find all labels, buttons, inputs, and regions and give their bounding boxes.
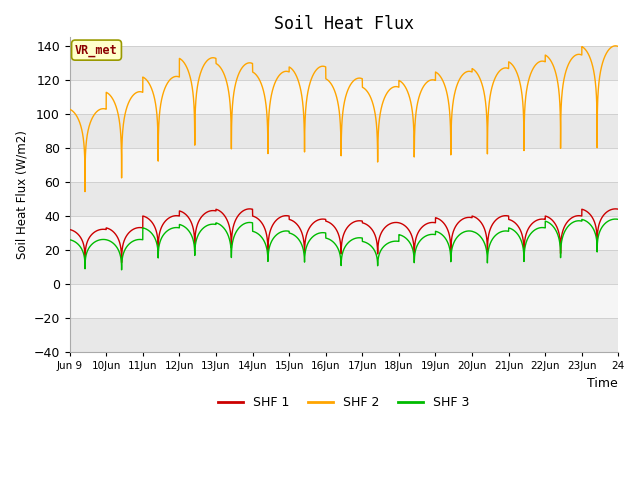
X-axis label: Time: Time bbox=[586, 377, 618, 390]
Bar bbox=[70, 148, 618, 182]
Bar bbox=[70, 250, 618, 284]
Bar bbox=[70, 284, 618, 318]
Bar bbox=[70, 182, 618, 216]
Bar bbox=[70, 216, 618, 250]
Legend: SHF 1, SHF 2, SHF 3: SHF 1, SHF 2, SHF 3 bbox=[213, 391, 475, 414]
Text: VR_met: VR_met bbox=[75, 44, 118, 57]
Y-axis label: Soil Heat Flux (W/m2): Soil Heat Flux (W/m2) bbox=[15, 130, 28, 259]
Title: Soil Heat Flux: Soil Heat Flux bbox=[274, 15, 414, 33]
Bar bbox=[70, 114, 618, 148]
Bar bbox=[70, 80, 618, 114]
Bar bbox=[70, 318, 618, 351]
Bar bbox=[70, 46, 618, 80]
